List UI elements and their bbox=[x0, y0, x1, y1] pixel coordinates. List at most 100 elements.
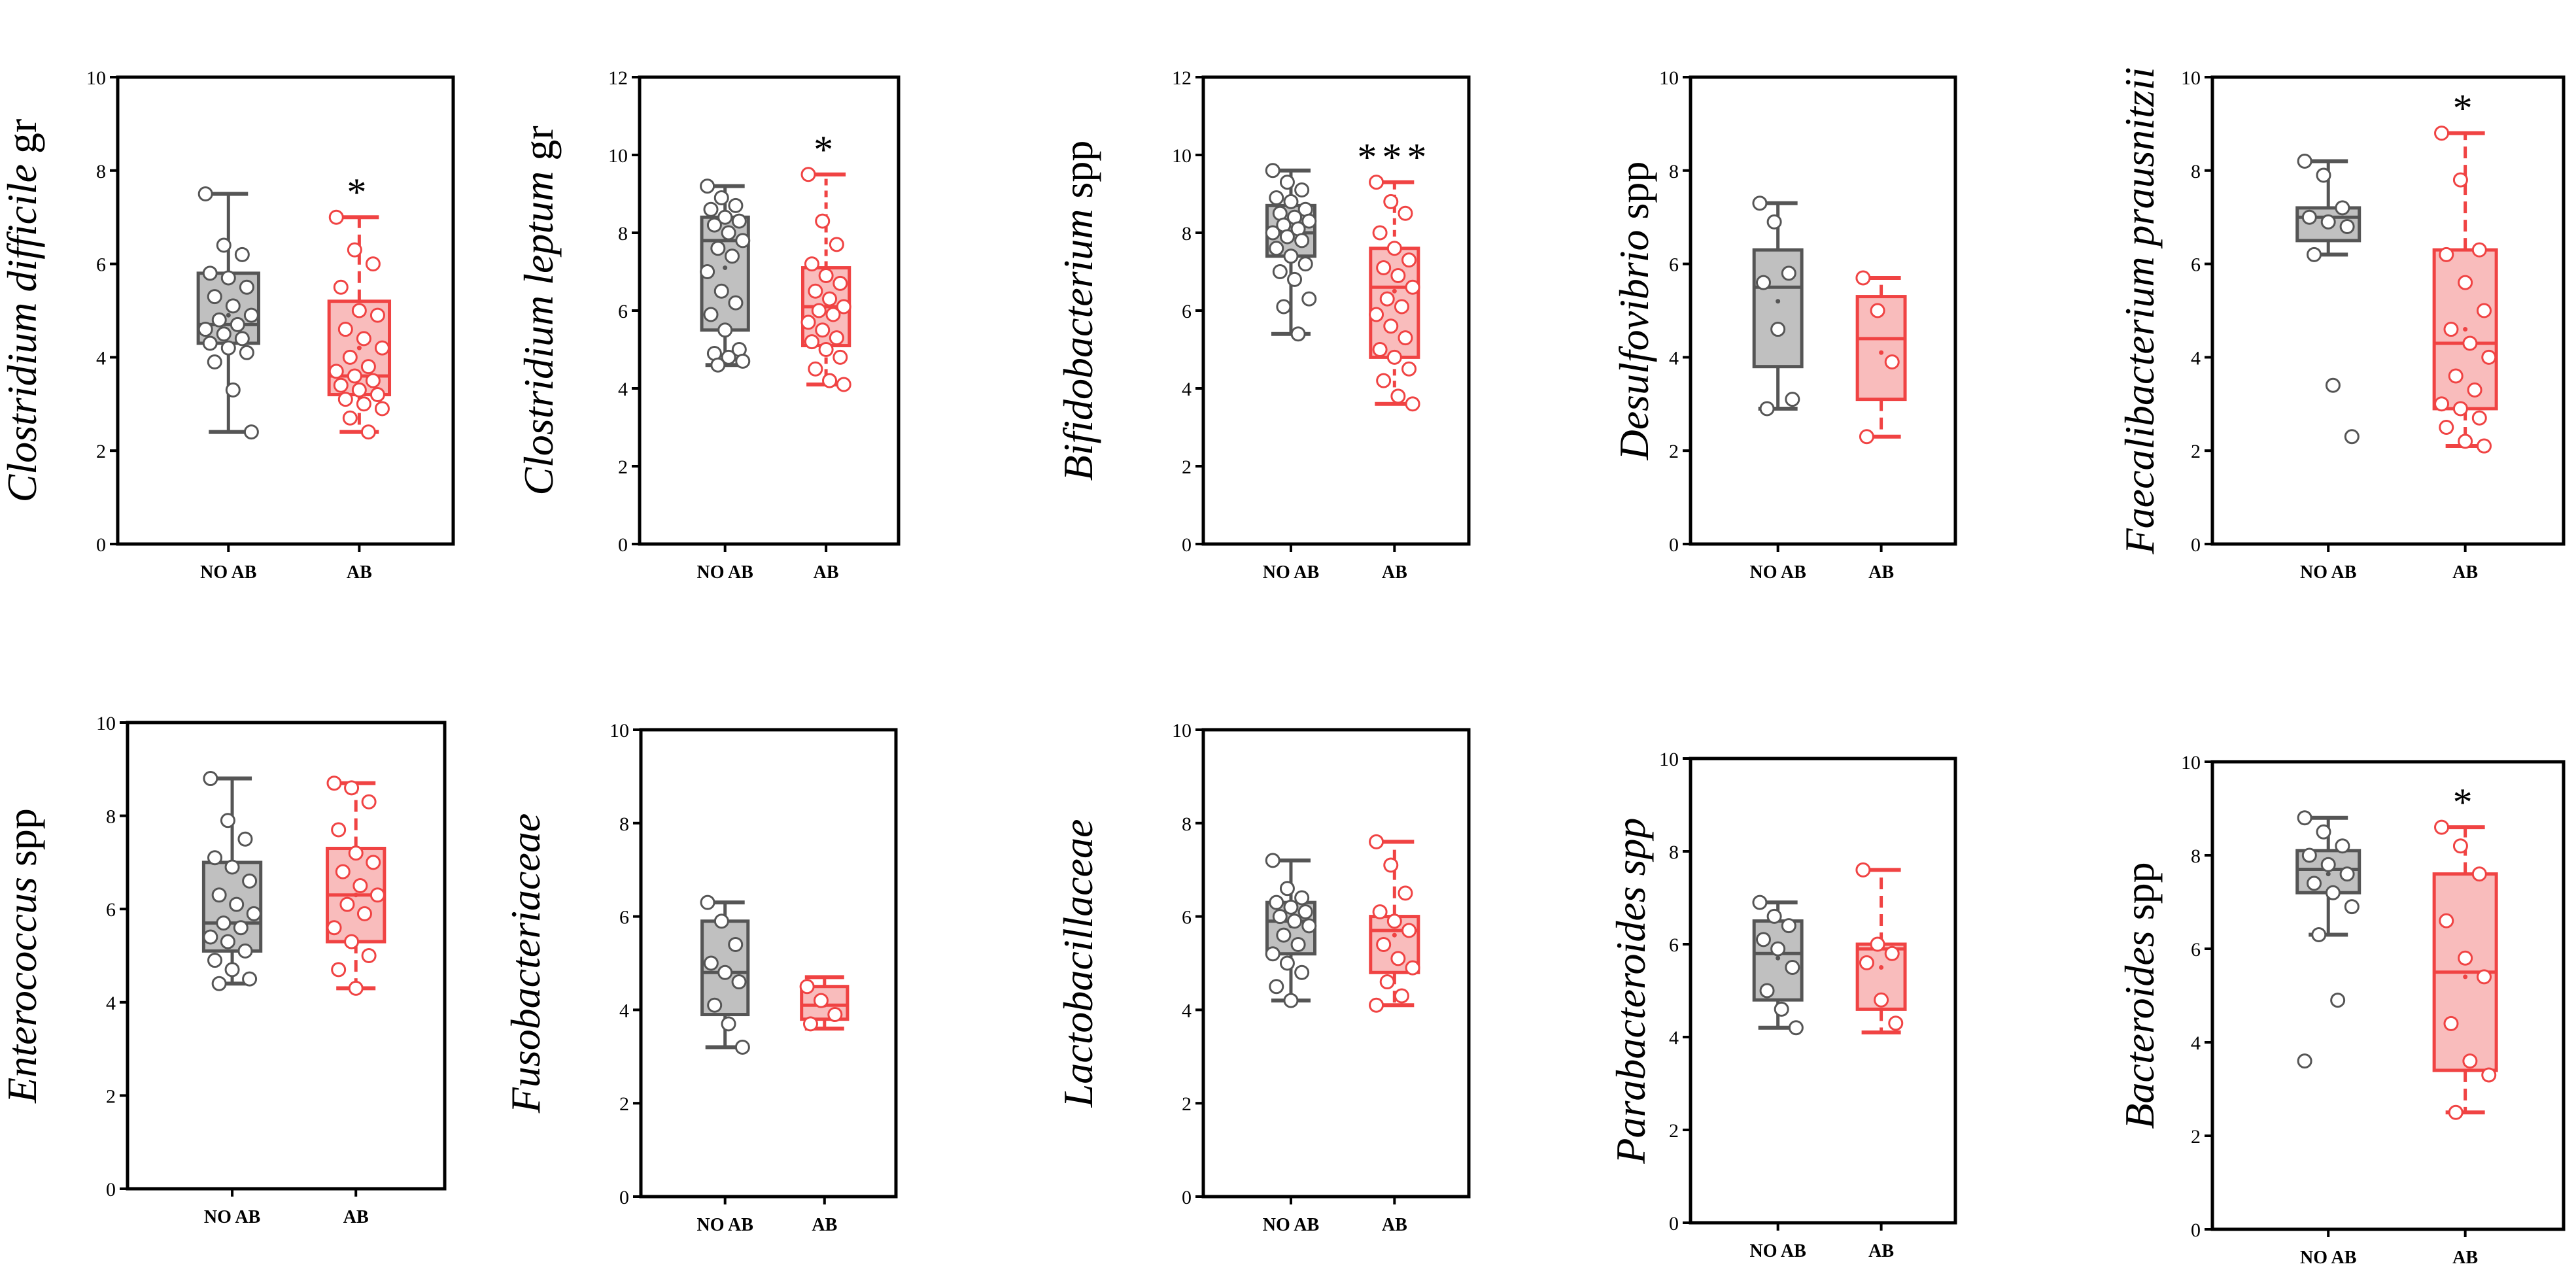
box-no-ab bbox=[2295, 154, 2361, 445]
data-point bbox=[225, 298, 241, 314]
data-point bbox=[1379, 974, 1395, 990]
data-point bbox=[344, 780, 360, 796]
y-axis-title-part: spp bbox=[0, 808, 45, 877]
data-point bbox=[1398, 885, 1413, 901]
data-point bbox=[1301, 918, 1317, 934]
box-no-ab bbox=[700, 895, 750, 1055]
data-point bbox=[1269, 895, 1284, 910]
chart-panel-8: 0 2 4 6 8 10 NO AB AB Lactobacillaceae bbox=[1055, 720, 1471, 1235]
y-axis-title-part: Clostridium difficile bbox=[0, 164, 45, 502]
data-point bbox=[815, 213, 831, 229]
x-category-label: AB bbox=[1868, 562, 1894, 583]
y-tick-label: 4 bbox=[96, 347, 106, 369]
y-tick-label: 6 bbox=[2191, 254, 2201, 276]
data-point bbox=[1283, 899, 1299, 915]
data-point bbox=[1870, 303, 1885, 318]
y-axis-title-part: Parabacteroides spp bbox=[1607, 817, 1654, 1164]
chart-panel-6: 0 2 4 6 8 10 NO AB AB Enterococcus spp bbox=[0, 713, 447, 1227]
data-point bbox=[242, 971, 258, 987]
data-point bbox=[1398, 205, 1413, 221]
data-point bbox=[1269, 979, 1284, 995]
data-point bbox=[2443, 322, 2459, 337]
data-point bbox=[1755, 275, 1771, 290]
significance-marker: * bbox=[814, 128, 838, 171]
data-point bbox=[2325, 377, 2341, 393]
significance-marker: * bbox=[2453, 781, 2478, 824]
data-point bbox=[2301, 847, 2317, 863]
data-point bbox=[818, 342, 834, 357]
y-tick-label: 2 bbox=[618, 456, 628, 478]
data-point bbox=[2307, 876, 2322, 891]
data-point bbox=[2325, 885, 2341, 900]
y-tick-label: 6 bbox=[1669, 934, 1679, 956]
y-tick-label: 6 bbox=[2191, 939, 2201, 961]
y-tick-label: 2 bbox=[2191, 441, 2201, 462]
mean-marker bbox=[2463, 327, 2468, 332]
y-axis-title-part: Fusobacteriaceae bbox=[502, 813, 549, 1114]
data-point bbox=[2434, 396, 2450, 412]
mean-marker bbox=[1879, 965, 1884, 970]
x-category-label: NO AB bbox=[204, 1207, 260, 1227]
x-category-label: NO AB bbox=[1263, 562, 1319, 583]
data-point bbox=[216, 326, 232, 342]
mean-marker bbox=[1879, 350, 1884, 355]
y-tick-label: 2 bbox=[2191, 1126, 2201, 1148]
data-point bbox=[1294, 964, 1310, 980]
data-point bbox=[2320, 214, 2336, 230]
data-point bbox=[360, 359, 376, 375]
data-point bbox=[2477, 438, 2492, 454]
data-point bbox=[1401, 923, 1417, 938]
data-point bbox=[2452, 401, 2468, 417]
data-point bbox=[1372, 342, 1388, 357]
data-point bbox=[326, 776, 342, 791]
data-point bbox=[703, 955, 719, 971]
data-point bbox=[1884, 354, 1900, 370]
plot-frame bbox=[1201, 728, 1471, 1199]
data-point bbox=[1383, 318, 1399, 334]
data-point bbox=[328, 364, 344, 379]
data-point bbox=[2481, 349, 2497, 365]
data-point bbox=[1279, 881, 1295, 896]
box-iqr bbox=[1752, 248, 1804, 369]
y-axis-title: Enterococcus spp bbox=[0, 808, 45, 1104]
box-ab bbox=[1855, 862, 1907, 1034]
data-point bbox=[216, 237, 232, 253]
data-point bbox=[211, 976, 227, 991]
y-tick-label: 0 bbox=[618, 534, 628, 556]
y-tick-label: 6 bbox=[106, 899, 116, 921]
y-tick-label: 2 bbox=[1182, 1093, 1192, 1115]
y-tick-label: 8 bbox=[1669, 842, 1679, 863]
significance-marker: *** bbox=[1357, 136, 1432, 179]
data-point bbox=[1372, 225, 1388, 241]
data-point bbox=[700, 179, 715, 194]
data-point bbox=[211, 312, 227, 328]
data-point bbox=[1386, 241, 1402, 256]
data-point bbox=[1755, 932, 1771, 947]
mean-marker bbox=[356, 345, 362, 350]
data-point bbox=[2448, 368, 2464, 384]
data-point bbox=[1390, 951, 1406, 966]
data-point bbox=[369, 307, 385, 323]
data-point bbox=[1394, 988, 1409, 1004]
data-point bbox=[342, 410, 358, 426]
box-ab bbox=[1855, 270, 1907, 445]
data-point bbox=[2307, 247, 2322, 262]
data-point bbox=[1383, 857, 1399, 873]
data-point bbox=[1294, 182, 1310, 198]
y-tick-label: 4 bbox=[2191, 1032, 2201, 1054]
data-point bbox=[1752, 895, 1768, 910]
data-point bbox=[2439, 420, 2454, 435]
data-point bbox=[728, 936, 744, 952]
data-point bbox=[374, 340, 390, 356]
plot-frame bbox=[639, 728, 898, 1199]
data-point bbox=[717, 322, 733, 338]
y-tick-label: 10 bbox=[1172, 720, 1192, 742]
y-tick-label: 8 bbox=[106, 806, 116, 828]
y-tick-label: 6 bbox=[1182, 301, 1192, 322]
data-point bbox=[2301, 209, 2317, 225]
data-point bbox=[1781, 265, 1796, 281]
box-no-ab bbox=[2295, 810, 2361, 1069]
plot-frame bbox=[638, 75, 901, 546]
data-point bbox=[731, 974, 747, 990]
data-point bbox=[703, 201, 719, 217]
